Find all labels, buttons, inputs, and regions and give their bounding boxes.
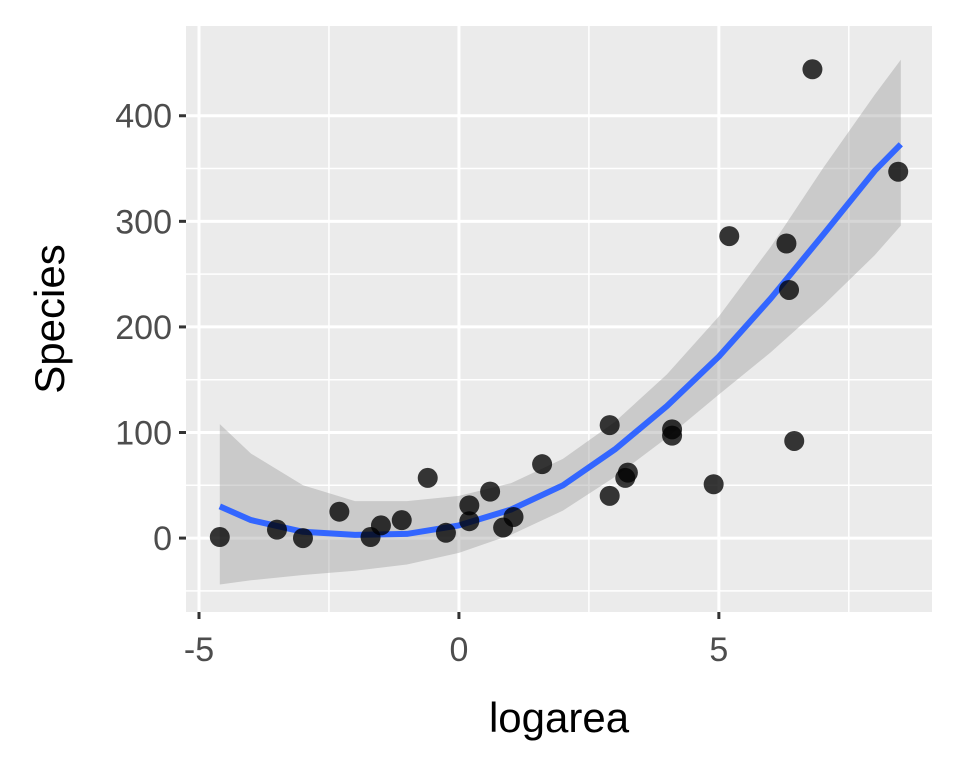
data-point: [599, 485, 620, 506]
data-point: [370, 515, 391, 536]
data-point: [784, 430, 805, 451]
major-gridlines: [186, 26, 932, 612]
smooth-fit-line: [218, 142, 903, 538]
y-tick-label: 400: [115, 98, 172, 136]
data-point: [888, 161, 909, 182]
data-point: [719, 226, 740, 247]
data-point: [703, 474, 724, 495]
minor-gridlines: [186, 26, 932, 612]
y-axis: 0 100 200 300 400: [115, 98, 186, 558]
data-point: [209, 527, 230, 548]
data-point: [417, 467, 438, 488]
confidence-ribbon: [219, 59, 901, 585]
data-point: [435, 522, 456, 543]
x-axis: -5 0 5: [184, 612, 728, 669]
data-point: [329, 501, 350, 522]
data-point: [459, 511, 480, 532]
data-point: [776, 233, 797, 254]
y-tick-label: 200: [115, 309, 172, 347]
y-tick-label: 300: [115, 203, 172, 241]
data-point: [503, 506, 524, 527]
data-point: [532, 454, 553, 475]
data-points: [209, 59, 909, 549]
data-point: [617, 462, 638, 483]
x-tick-label: -5: [184, 631, 214, 669]
data-point: [459, 495, 480, 516]
data-point: [802, 59, 823, 80]
y-tick-label: 100: [115, 415, 172, 453]
data-point: [266, 519, 287, 540]
x-axis-title: logarea: [489, 694, 630, 741]
data-point: [779, 279, 800, 300]
plot-panel: [186, 26, 932, 612]
data-point: [292, 528, 313, 549]
y-tick-label: 0: [153, 520, 172, 558]
data-point: [599, 415, 620, 436]
y-axis-title: Species: [26, 244, 73, 393]
data-point: [662, 425, 683, 446]
data-point: [480, 481, 501, 502]
data-point: [391, 510, 412, 531]
x-tick-label: 5: [709, 631, 728, 669]
x-tick-label: 0: [449, 631, 468, 669]
